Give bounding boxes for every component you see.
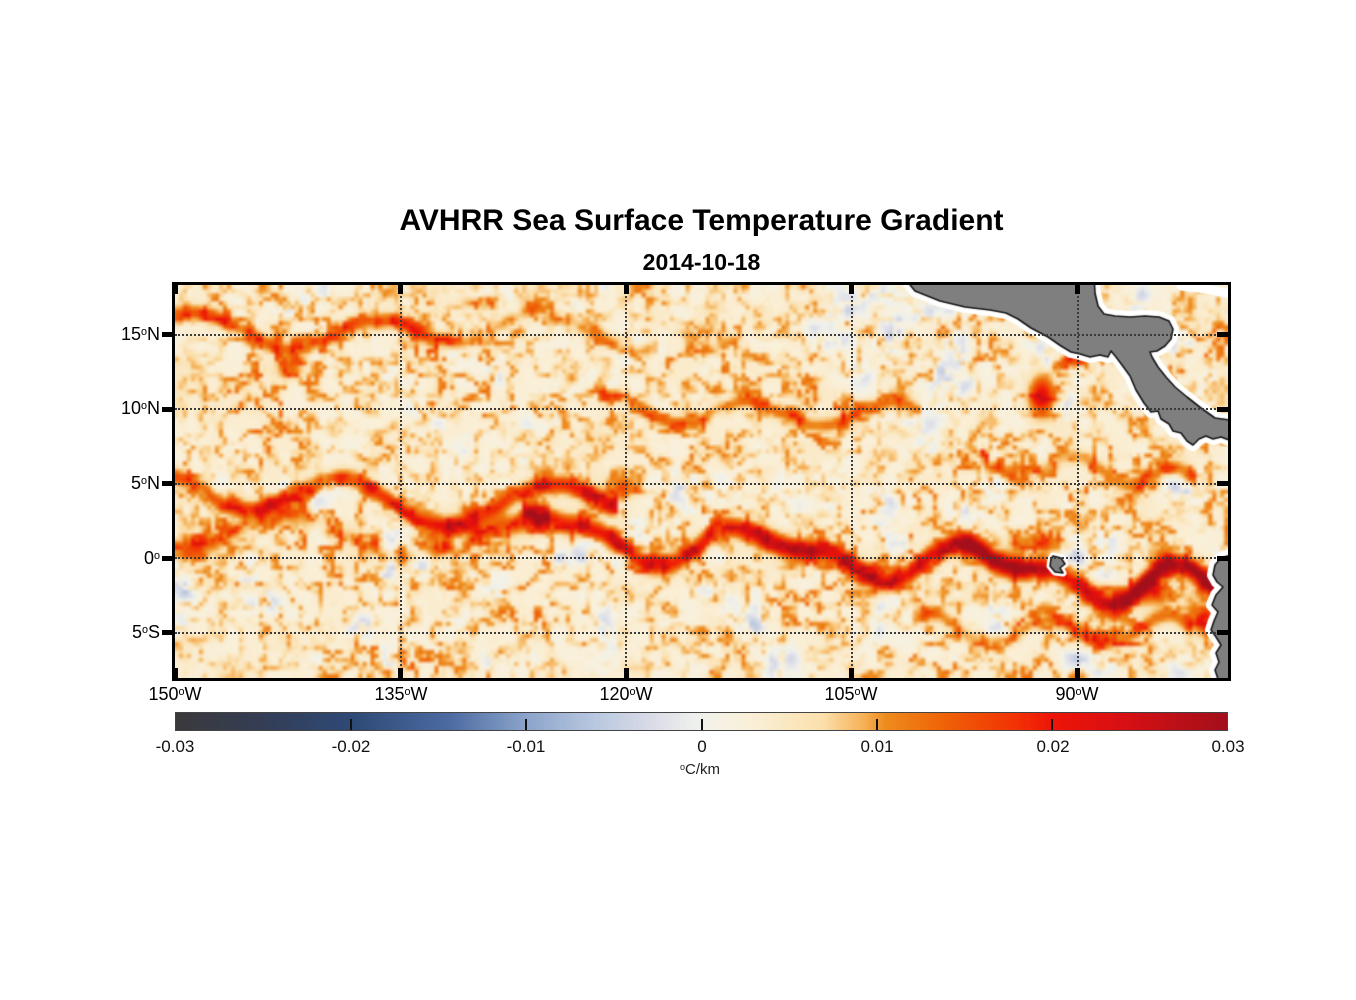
- colorbar-label-002: 0.02: [1036, 737, 1070, 756]
- x-tick-label-105w: 105oW: [824, 684, 878, 704]
- colorbar-label-neg002: -0.02: [331, 737, 371, 756]
- degree-symbol: o: [404, 685, 411, 698]
- colorbar-label-neg001: -0.01: [506, 737, 546, 756]
- gridline-horizontal: [175, 631, 1228, 634]
- degree-symbol: o: [629, 685, 636, 698]
- gridline-vertical: [850, 285, 853, 678]
- degree-symbol: o: [178, 685, 185, 698]
- colorbar-tick: [525, 719, 528, 730]
- x-axis-tick-bottom: [1075, 668, 1081, 678]
- chart-title: AVHRR Sea Surface Temperature Gradient: [399, 204, 1004, 237]
- degree-symbol: o: [153, 549, 160, 562]
- x-tick-label-120w: 120oW: [599, 684, 653, 704]
- x-axis-tick-top: [623, 285, 629, 294]
- x-axis-tick-bottom: [398, 668, 404, 678]
- y-axis-tick-left: [162, 555, 173, 561]
- y-axis-tick-right: [1217, 555, 1228, 561]
- y-axis-tick-right: [1217, 406, 1228, 412]
- gridline-horizontal: [175, 482, 1228, 485]
- colorbar: [175, 712, 1228, 731]
- colorbar-unit-label: oC/km: [679, 761, 720, 778]
- degree-symbol: o: [141, 623, 148, 636]
- degree-symbol: o: [679, 761, 685, 772]
- y-tick-label-10n: 10oN: [120, 398, 160, 418]
- x-axis-tick-bottom: [172, 668, 178, 678]
- x-axis-tick-top: [398, 285, 404, 294]
- gridline-horizontal: [175, 557, 1228, 560]
- x-tick-label-90w: 90oW: [1055, 684, 1099, 704]
- x-axis-tick-bottom: [623, 668, 629, 678]
- colorbar-label-neg003: -0.03: [155, 737, 195, 756]
- colorbar-tick: [1050, 719, 1053, 730]
- y-tick-label-5s: 5oS: [131, 622, 160, 642]
- colorbar-label-003: 0.03: [1211, 737, 1245, 756]
- gridline-horizontal: [175, 333, 1228, 336]
- colorbar-label-zero: 0: [697, 737, 707, 756]
- y-tick-label-0: 0o: [143, 548, 160, 568]
- colorbar-label-001: 0.01: [860, 737, 894, 756]
- gridline-vertical: [625, 285, 628, 678]
- sst-gradient-heatmap-canvas: [175, 285, 1228, 678]
- colorbar-tick: [350, 719, 353, 730]
- y-axis-tick-left: [162, 406, 173, 412]
- x-tick-label-150w: 150oW: [148, 684, 202, 704]
- map-plot-area: [162, 282, 1231, 681]
- x-axis-tick-top: [172, 285, 178, 294]
- degree-symbol: o: [140, 399, 147, 412]
- degree-symbol: o: [140, 325, 147, 338]
- x-axis-tick-top: [849, 285, 855, 294]
- chart-subtitle-date: 2014-10-18: [642, 249, 761, 275]
- colorbar-tick: [875, 719, 878, 730]
- x-tick-label-135w: 135oW: [374, 684, 428, 704]
- degree-symbol: o: [1075, 685, 1082, 698]
- degree-symbol: o: [854, 685, 861, 698]
- x-axis-tick-bottom: [849, 668, 855, 678]
- y-axis-tick-left: [162, 332, 173, 338]
- y-tick-label-15n: 15oN: [120, 324, 160, 344]
- gridline-vertical: [399, 285, 402, 678]
- y-axis-tick-right: [1217, 630, 1228, 636]
- y-axis-tick-left: [162, 481, 173, 487]
- y-axis-tick-left: [162, 630, 173, 636]
- gridline-vertical: [1076, 285, 1079, 678]
- colorbar-tick: [700, 719, 703, 730]
- y-axis-tick-right: [1217, 481, 1228, 487]
- x-axis-tick-top: [1075, 285, 1081, 294]
- degree-symbol: o: [140, 474, 147, 487]
- y-tick-label-5n: 5oN: [130, 473, 160, 493]
- y-axis-tick-right: [1217, 332, 1228, 338]
- gridline-horizontal: [175, 408, 1228, 411]
